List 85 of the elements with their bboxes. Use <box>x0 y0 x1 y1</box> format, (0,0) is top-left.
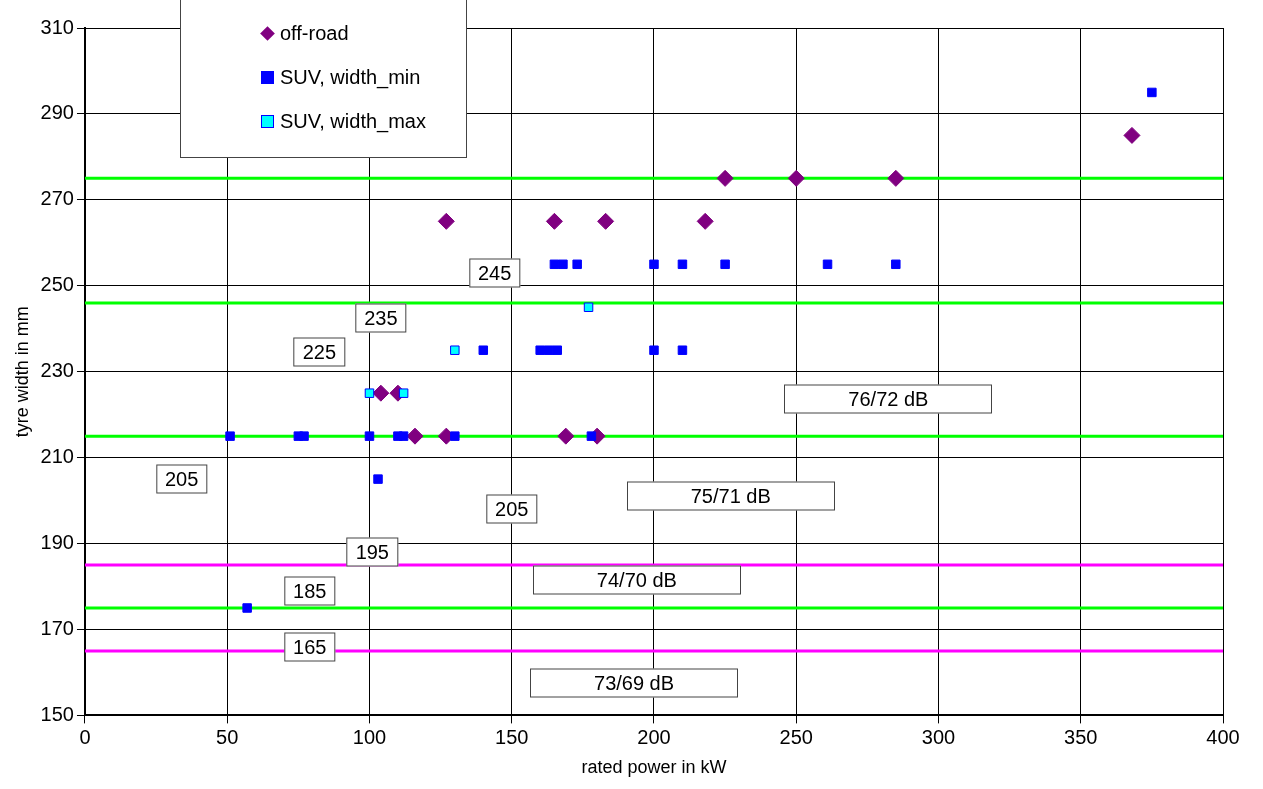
legend-label: SUV, width_min <box>279 65 421 89</box>
point <box>558 259 568 270</box>
point <box>677 345 688 355</box>
label-box: 76/72 dB <box>784 384 993 414</box>
y-tick-label: 270 <box>40 187 74 210</box>
point <box>597 212 615 230</box>
point <box>1147 87 1157 98</box>
annotation: 245 <box>477 261 512 284</box>
point <box>572 259 582 270</box>
y-axis-title: tyre width in mm <box>11 306 32 438</box>
point <box>450 345 460 355</box>
legend-label: off-road <box>279 21 349 45</box>
annotation: 75/71 dB <box>690 484 771 507</box>
label-box: 235 <box>355 303 407 333</box>
x-tick-label: 150 <box>495 725 529 748</box>
annotation: 185 <box>293 579 327 602</box>
point <box>552 345 562 355</box>
point <box>406 427 424 445</box>
y-tick-label: 310 <box>40 15 74 38</box>
point <box>225 431 235 441</box>
x-axis-title: rated power in kW <box>581 757 727 778</box>
annotation: 195 <box>355 540 389 563</box>
point <box>822 259 833 270</box>
annotation: 225 <box>302 340 337 363</box>
y-tick-label: 190 <box>40 531 74 554</box>
point <box>586 431 597 441</box>
annotation: 74/70 dB <box>596 568 677 591</box>
point <box>545 212 563 230</box>
y-tick-label: 170 <box>40 616 74 639</box>
label-box: 205 <box>156 464 208 494</box>
label-box: 165 <box>284 632 336 662</box>
point <box>450 431 460 441</box>
point <box>543 345 554 355</box>
label-box: 75/71 dB <box>626 481 835 511</box>
point <box>716 169 734 187</box>
label-box: 73/69 dB <box>530 668 739 698</box>
point <box>549 259 560 270</box>
point <box>364 431 375 441</box>
point <box>649 259 659 270</box>
point <box>398 388 409 398</box>
label-box: 225 <box>293 337 346 367</box>
label-box: 245 <box>468 258 521 288</box>
point <box>398 431 409 441</box>
label-box: 205 <box>486 494 538 524</box>
y-tick-label: 230 <box>40 359 74 382</box>
x-tick-label: 0 <box>79 725 91 748</box>
point <box>720 259 730 270</box>
point <box>535 345 545 355</box>
legend-label: SUV, width_max <box>279 109 426 133</box>
point <box>364 388 375 398</box>
x-tick-label: 300 <box>921 725 956 748</box>
label-box: 74/70 dB <box>532 565 741 595</box>
annotation: 76/72 dB <box>848 387 929 410</box>
point <box>677 259 688 270</box>
annotation: 235 <box>364 306 398 329</box>
point <box>787 169 805 187</box>
point <box>649 345 659 355</box>
point <box>583 302 594 312</box>
label-box: 185 <box>284 576 336 606</box>
x-tick-label: 250 <box>779 725 813 748</box>
annotation: 205 <box>495 497 529 520</box>
point <box>1123 126 1141 144</box>
y-tick-label: 250 <box>40 273 74 296</box>
point <box>887 169 905 187</box>
point <box>373 474 383 484</box>
y-tick-label: 210 <box>40 445 74 468</box>
x-tick-label: 100 <box>352 725 387 748</box>
y-tick-label: 290 <box>40 101 74 124</box>
x-tick-label: 50 <box>216 725 239 748</box>
annotation: 73/69 dB <box>594 671 675 694</box>
x-tick-label: 200 <box>637 725 671 748</box>
point <box>372 384 390 402</box>
point <box>242 603 252 613</box>
point <box>891 259 901 270</box>
annotation: 205 <box>165 467 199 490</box>
annotation: 165 <box>293 635 327 658</box>
x-tick-label: 400 <box>1206 725 1240 748</box>
label-box: 195 <box>346 537 398 567</box>
point <box>478 345 489 355</box>
point <box>557 427 575 445</box>
point <box>696 212 714 230</box>
y-tick-label: 150 <box>40 702 74 725</box>
point <box>437 212 455 230</box>
x-tick-label: 350 <box>1064 725 1098 748</box>
point <box>299 431 309 441</box>
